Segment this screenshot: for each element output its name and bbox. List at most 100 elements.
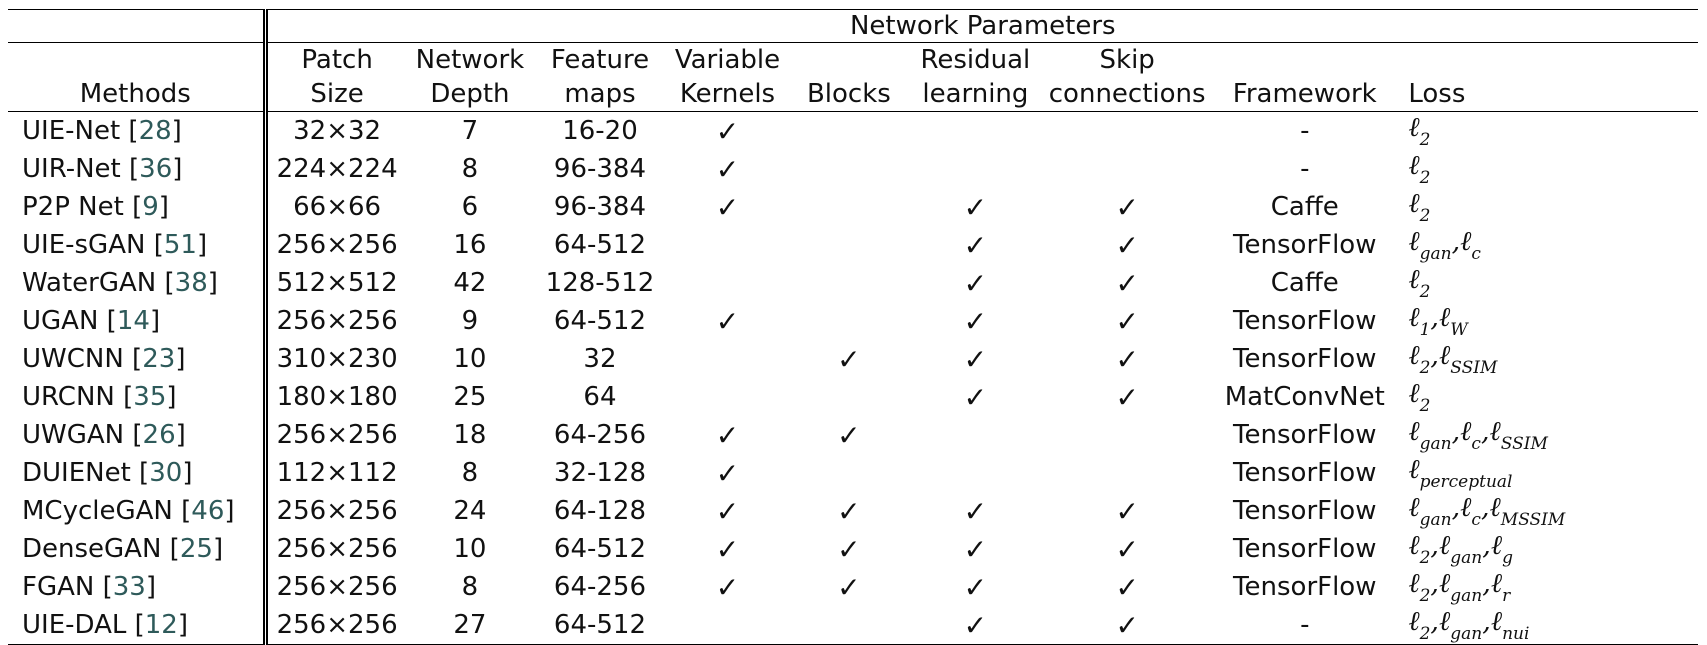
variable-kernels-cell bbox=[667, 378, 788, 416]
loss-subscript: c bbox=[1471, 244, 1481, 264]
citation-link[interactable]: 26 bbox=[142, 420, 176, 450]
blocks-cell bbox=[788, 454, 909, 492]
loss-symbol: ℓ bbox=[1439, 340, 1451, 371]
method-cell: UGAN [14] bbox=[8, 302, 268, 340]
checkmark-icon: ✓ bbox=[1115, 532, 1139, 566]
method-name: MCycleGAN bbox=[22, 496, 173, 526]
patch-size-cell: 310×230 bbox=[276, 344, 398, 374]
loss-subscript: gan bbox=[1450, 548, 1483, 568]
citation-link[interactable]: 14 bbox=[116, 306, 150, 336]
loss-subscript: r bbox=[1502, 586, 1511, 606]
network-depth-cell: 27 bbox=[406, 606, 534, 645]
checkmark-icon: ✓ bbox=[837, 342, 861, 376]
framework-cell: MatConvNet bbox=[1224, 382, 1385, 412]
loss-formula: ℓ2 bbox=[1408, 378, 1430, 416]
skip-connections-cell bbox=[1041, 454, 1213, 492]
header-network-depth: Network Depth bbox=[407, 43, 533, 112]
loss-symbol: ℓ bbox=[1439, 302, 1451, 333]
checkmark-icon: ✓ bbox=[1115, 304, 1139, 338]
header-variable-kernels-line1: Variable bbox=[674, 45, 781, 75]
loss-formula: ℓ2 bbox=[1408, 188, 1430, 226]
loss-subscript: 1 bbox=[1419, 320, 1431, 340]
loss-cell: ℓ2 bbox=[1396, 264, 1698, 302]
citation-link[interactable]: 9 bbox=[142, 192, 159, 222]
framework-cell: - bbox=[1300, 116, 1310, 146]
skip-connections-cell: ✓ bbox=[1041, 264, 1213, 302]
skip-connections-cell: ✓ bbox=[1041, 302, 1213, 340]
network-depth-cell: 25 bbox=[453, 382, 487, 412]
loss-symbol: ℓ bbox=[1408, 454, 1420, 485]
variable-kernels-cell: ✓ bbox=[667, 112, 788, 151]
header-patch-size: Patch Size bbox=[265, 43, 407, 112]
patch-size-cell: 112×112 bbox=[276, 458, 398, 488]
loss-cell: ℓgan,ℓc,ℓSSIM bbox=[1396, 416, 1698, 454]
patch-size-cell: 66×66 bbox=[293, 192, 382, 222]
table-row: UIE-Net [28] 32×32 7 16-20 ✓ - ℓ2 bbox=[8, 111, 1698, 151]
loss-symbol: ℓ bbox=[1439, 568, 1451, 599]
citation-link[interactable]: 28 bbox=[138, 116, 172, 146]
loss-symbol: ℓ bbox=[1408, 302, 1420, 333]
citation-link[interactable]: 38 bbox=[174, 268, 208, 298]
residual-learning-cell: ✓ bbox=[910, 530, 1042, 568]
citation-link[interactable]: 35 bbox=[133, 382, 167, 412]
table-row: UIE-sGAN [51] 256×256 16 64-512 ✓ ✓ TensorFlow… bbox=[8, 226, 1698, 264]
residual-learning-cell: ✓ bbox=[909, 606, 1042, 645]
patch-size-cell: 512×512 bbox=[276, 268, 398, 298]
group-header-network-parameters: Network Parameters bbox=[265, 9, 1698, 43]
methods-comparison-table: Network Parameters Methods Patch Size Net… bbox=[8, 9, 1698, 645]
blocks-cell bbox=[788, 188, 909, 226]
method-name: URCNN bbox=[22, 382, 115, 412]
table-row: URCNN [35] 180×180 25 64 ✓ ✓ MatConvNet ℓ2 bbox=[8, 378, 1698, 416]
variable-kernels-cell bbox=[666, 606, 789, 645]
checkmark-icon: ✓ bbox=[837, 418, 861, 452]
framework-cell: Caffe bbox=[1270, 268, 1339, 298]
loss-subscript: g bbox=[1502, 548, 1513, 568]
citation-link[interactable]: 51 bbox=[163, 230, 197, 260]
citation-link[interactable]: 25 bbox=[179, 534, 213, 564]
skip-connections-cell bbox=[1041, 150, 1213, 188]
loss-subscript: W bbox=[1450, 320, 1468, 340]
feature-maps-cell: 32 bbox=[583, 344, 617, 374]
citation-link[interactable]: 33 bbox=[112, 572, 146, 602]
loss-subscript: 2 bbox=[1419, 130, 1431, 150]
feature-maps-cell: 64 bbox=[583, 382, 617, 412]
loss-subscript: gan bbox=[1450, 624, 1483, 644]
citation-link[interactable]: 46 bbox=[191, 496, 225, 526]
patch-size-cell: 256×256 bbox=[276, 496, 398, 526]
loss-symbol: ℓ bbox=[1490, 606, 1503, 637]
loss-symbol: ℓ bbox=[1408, 530, 1420, 561]
feature-maps-cell: 32-128 bbox=[553, 458, 647, 488]
framework-cell: TensorFlow bbox=[1233, 344, 1377, 374]
loss-cell: ℓperceptual bbox=[1396, 454, 1698, 492]
feature-maps-cell: 64-256 bbox=[553, 572, 647, 602]
header-variable-kernels: Variable Kernels bbox=[667, 43, 788, 112]
loss-symbol: ℓ bbox=[1408, 150, 1420, 181]
network-depth-cell: 42 bbox=[453, 268, 487, 298]
checkmark-icon: ✓ bbox=[1115, 494, 1139, 528]
checkmark-icon: ✓ bbox=[963, 494, 988, 528]
loss-subscript: 2 bbox=[1419, 548, 1431, 568]
loss-formula: ℓ2,ℓgan,ℓr bbox=[1408, 568, 1511, 606]
checkmark-icon: ✓ bbox=[715, 304, 740, 338]
patch-size-cell: 256×256 bbox=[265, 606, 407, 645]
header-skip-connections-line2: connections bbox=[1048, 79, 1206, 109]
table-row: DUIENet [30] 112×112 8 32-128 ✓ TensorFlow ℓpe… bbox=[8, 454, 1698, 492]
citation-link[interactable]: 30 bbox=[149, 458, 183, 488]
citation-link[interactable]: 23 bbox=[142, 344, 176, 374]
loss-formula: ℓ1,ℓW bbox=[1408, 302, 1468, 340]
checkmark-icon: ✓ bbox=[963, 304, 988, 338]
header-network-depth-line2: Depth bbox=[430, 79, 510, 109]
blocks-cell bbox=[788, 302, 909, 340]
citation-link[interactable]: 36 bbox=[139, 154, 173, 184]
header-framework: Framework bbox=[1232, 79, 1377, 109]
method-cell: DUIENet [30] bbox=[8, 454, 268, 492]
framework-cell: TensorFlow bbox=[1233, 496, 1377, 526]
residual-learning-cell: ✓ bbox=[910, 378, 1042, 416]
loss-formula: ℓ2 bbox=[1408, 150, 1430, 188]
method-cell: DenseGAN [25] bbox=[8, 530, 268, 568]
method-name: P2P Net bbox=[22, 192, 124, 222]
blocks-cell: ✓ bbox=[788, 416, 909, 454]
citation-link[interactable]: 12 bbox=[144, 610, 178, 640]
method-name: UIE-DAL bbox=[22, 610, 127, 640]
residual-learning-cell: ✓ bbox=[910, 188, 1042, 226]
